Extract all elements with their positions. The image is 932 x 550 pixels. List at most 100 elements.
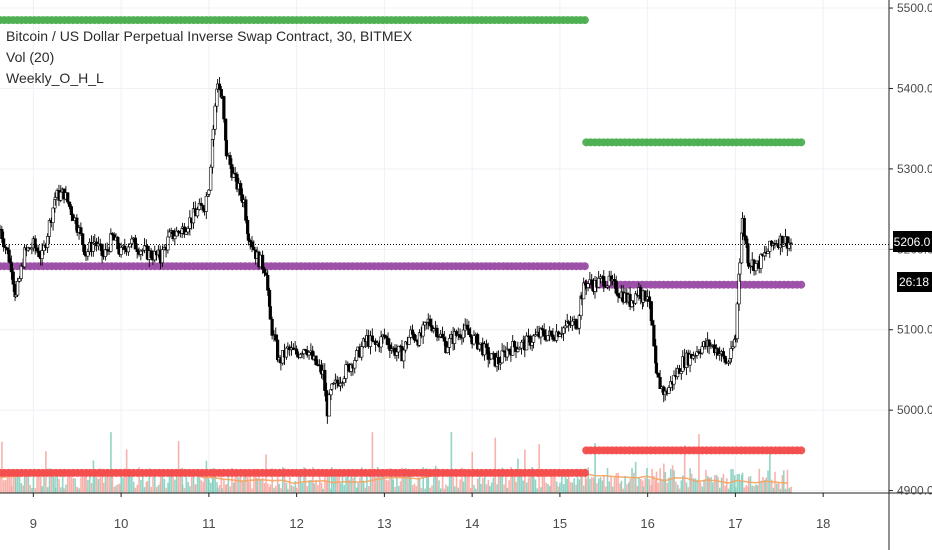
volume-bars bbox=[0, 432, 792, 493]
volume-bar bbox=[559, 482, 561, 493]
candle-body bbox=[469, 334, 473, 338]
volume-bar bbox=[438, 480, 440, 493]
candle-body bbox=[616, 293, 620, 297]
candle-body bbox=[669, 381, 673, 388]
volume-bar bbox=[70, 472, 73, 493]
volume-bar bbox=[675, 481, 677, 493]
volume-bar bbox=[118, 483, 121, 493]
volume-bar bbox=[168, 473, 171, 493]
volume-bar bbox=[473, 485, 475, 493]
candle-body bbox=[512, 341, 517, 348]
volume-bar bbox=[790, 486, 792, 493]
candle-body bbox=[195, 209, 200, 217]
candle-body bbox=[46, 236, 50, 248]
candle-body bbox=[201, 205, 205, 211]
volume-bar bbox=[273, 487, 275, 493]
candle-body bbox=[721, 351, 725, 357]
volume-bar bbox=[23, 469, 26, 493]
volume-bar bbox=[765, 477, 768, 493]
volume-bar bbox=[434, 465, 437, 493]
candle-body bbox=[16, 281, 20, 296]
volume-bar bbox=[234, 471, 237, 493]
volume-bar bbox=[10, 469, 12, 493]
grid bbox=[0, 0, 889, 493]
candle-body bbox=[447, 338, 452, 348]
volume-bar bbox=[108, 471, 110, 493]
candle-body bbox=[184, 231, 188, 235]
volume-bar bbox=[446, 486, 449, 493]
volume-bar bbox=[157, 485, 160, 493]
candle-body bbox=[244, 199, 248, 221]
volume-bar bbox=[320, 482, 323, 493]
candle-body bbox=[472, 335, 476, 345]
indicator-weekly-ohl[interactable]: Weekly_O_H_L bbox=[6, 70, 104, 86]
last-price-tag: 5206.0 bbox=[894, 235, 931, 249]
volume-bar bbox=[371, 432, 374, 493]
volume-bar bbox=[317, 485, 319, 493]
volume-bar bbox=[536, 488, 539, 493]
volume-bar bbox=[74, 478, 76, 493]
candle-body bbox=[379, 336, 383, 348]
volume-bar bbox=[322, 488, 324, 493]
volume-bar bbox=[161, 469, 164, 493]
volume-bar bbox=[736, 474, 739, 493]
volume-bar bbox=[689, 468, 691, 493]
candle-body bbox=[86, 251, 90, 257]
candle-body bbox=[110, 233, 114, 235]
volume-bar bbox=[355, 487, 358, 493]
volume-bar bbox=[596, 483, 598, 493]
candle-body bbox=[209, 166, 213, 191]
candle-body bbox=[361, 338, 366, 347]
candle-body bbox=[477, 344, 482, 350]
candle-body bbox=[558, 333, 562, 337]
candle-body bbox=[482, 343, 487, 356]
y-tick-label: 5100.0 bbox=[897, 323, 932, 337]
volume-bar bbox=[348, 479, 351, 493]
volume-bar bbox=[167, 482, 169, 493]
candle-body bbox=[268, 306, 272, 320]
candle-body bbox=[614, 280, 618, 294]
volume-bar bbox=[202, 481, 204, 493]
volume-bar bbox=[582, 485, 585, 493]
volume-bar bbox=[394, 486, 396, 493]
candle-body bbox=[81, 233, 85, 246]
volume-bar bbox=[129, 468, 131, 493]
candle-body bbox=[540, 328, 544, 331]
volume-bar bbox=[238, 477, 240, 493]
candle-body bbox=[284, 347, 288, 358]
indicator-volume[interactable]: Vol (20) bbox=[6, 49, 55, 65]
candle-body bbox=[298, 353, 302, 358]
volume-bar bbox=[620, 480, 623, 493]
volume-bar bbox=[364, 487, 367, 493]
volume-bar bbox=[0, 477, 1, 493]
candle-body bbox=[2, 238, 6, 248]
volume-bar bbox=[784, 488, 787, 493]
legend: Bitcoin / US Dollar Perpetual Inverse Sw… bbox=[6, 26, 412, 89]
volume-bar bbox=[50, 471, 53, 493]
volume-bar bbox=[150, 486, 152, 493]
volume-bar bbox=[80, 477, 82, 493]
candle-body bbox=[654, 362, 659, 374]
volume-bar bbox=[606, 468, 609, 493]
volume-bar bbox=[83, 476, 86, 493]
volume-bar bbox=[138, 467, 140, 493]
volume-bar bbox=[464, 475, 467, 493]
volume-bar bbox=[633, 472, 635, 493]
candle-body bbox=[428, 318, 432, 326]
candle-body bbox=[577, 315, 581, 329]
candle-body bbox=[707, 339, 711, 347]
candle-body bbox=[37, 250, 41, 257]
candle-body bbox=[153, 251, 157, 261]
volume-bar bbox=[720, 477, 723, 493]
volume-bar bbox=[745, 485, 747, 493]
candle-body bbox=[605, 285, 610, 288]
candle-body bbox=[500, 350, 504, 364]
volume-bar bbox=[387, 480, 389, 493]
volume-bar bbox=[461, 467, 463, 493]
volume-bar bbox=[422, 467, 425, 493]
y-tick-label: 5300.0 bbox=[897, 162, 932, 176]
symbol-title[interactable]: Bitcoin / US Dollar Perpetual Inverse Sw… bbox=[6, 28, 413, 44]
volume-bar bbox=[751, 485, 754, 493]
candle-body bbox=[454, 331, 459, 336]
candle-body bbox=[128, 243, 132, 248]
